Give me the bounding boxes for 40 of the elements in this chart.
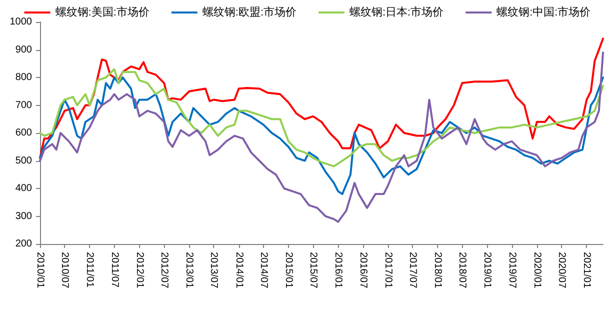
x-tick-label: 2021/01 — [581, 252, 592, 289]
line-series — [39, 38, 604, 159]
y-tick-label: 700 — [15, 100, 32, 111]
x-tick-label: 2020/07 — [556, 252, 568, 289]
x-tick-label: 2012/07 — [158, 252, 170, 289]
x-tick-label: 2013/07 — [208, 252, 220, 289]
y-tick-label: 600 — [15, 128, 32, 138]
x-tick-label: 2015/01 — [282, 252, 294, 289]
x-tick-label: 2013/01 — [184, 252, 195, 289]
y-tick-label: 500 — [15, 155, 32, 166]
x-tick-label: 2016/07 — [357, 252, 368, 289]
line-series — [39, 68, 604, 168]
x-tick-label: 2014/07 — [258, 252, 269, 289]
x-tick-label: 2015/07 — [308, 252, 319, 289]
x-tick-label: 2020/01 — [531, 252, 542, 289]
legend-label: 螺纹钢:美国:市场价 — [55, 6, 150, 18]
y-tick-label: 900 — [15, 44, 32, 56]
line-series — [39, 76, 604, 196]
x-tick-label: 2011/01 — [84, 252, 96, 288]
x-tick-label: 2016/01 — [332, 252, 344, 289]
y-tick-label: 1000 — [10, 16, 32, 28]
x-tick-label: 2018/07 — [456, 252, 468, 289]
x-tick-label: 2019/07 — [506, 252, 518, 289]
y-tick-label: 400 — [15, 183, 32, 194]
x-tick-label: 2018/01 — [432, 252, 444, 289]
x-tick-label: 2010/07 — [59, 252, 70, 289]
x-tick-label: 2019/01 — [482, 252, 493, 289]
line-series — [39, 52, 604, 223]
x-tick-label: 2010/01 — [34, 252, 46, 289]
x-tick-label: 2014/01 — [233, 252, 244, 289]
x-tick-label: 2012/01 — [134, 252, 145, 289]
y-tick-label: 800 — [15, 72, 32, 83]
x-tick-label: 2017/01 — [382, 252, 394, 289]
legend-label: 螺纹钢:欧盟:市场价 — [202, 6, 297, 18]
y-tick-label: 300 — [15, 210, 32, 222]
legend-label: 螺纹钢:中国:市场价 — [496, 6, 591, 18]
x-tick-label: 2011/07 — [108, 252, 120, 288]
y-tick-label: 200 — [15, 238, 32, 250]
legend-label: 螺纹钢:日本:市场价 — [350, 6, 444, 18]
x-tick-label: 2017/07 — [407, 252, 418, 289]
